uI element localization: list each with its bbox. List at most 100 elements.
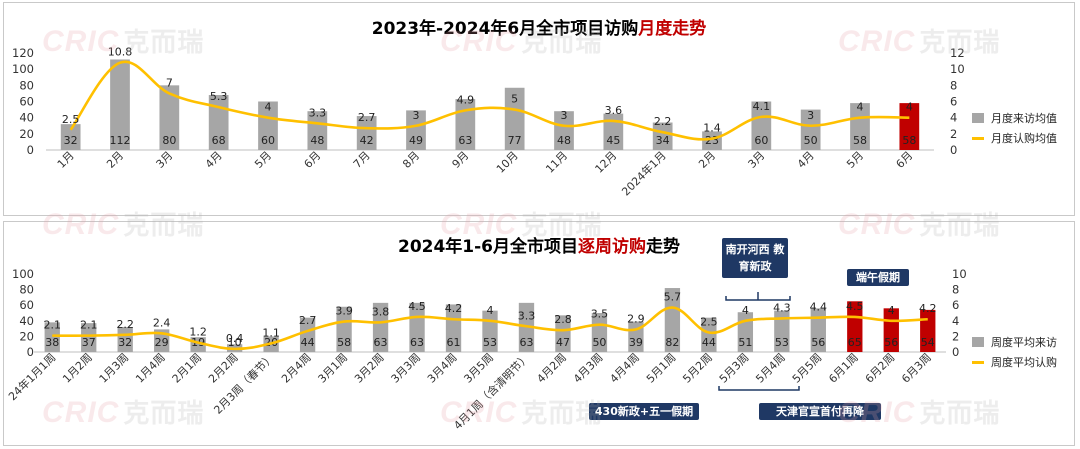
x-category-label: 2月1周 [170,351,205,386]
callout-may-text: 430新政+五一假期 [594,405,694,418]
weekly-chart-panel: 2024年1-6月全市项目逐周访购走势 0 20 40 60 80 100 0 2 4 6 8 10 3… [3,221,1075,446]
x-category-label: 12月 [593,149,620,176]
monthly-chart-title: 2023年-2024年6月全市项目访购月度走势 [4,14,1074,39]
x-category-label: 2月 [104,149,126,171]
bar [652,122,673,150]
weekly-chart-title: 2024年1-6月全市项目逐周访购走势 [4,232,1074,257]
line-value-label: 2.5 [700,316,718,329]
x-category-label: 3月 [154,149,176,171]
x-category-label: 6月1周 [826,351,861,386]
bar-value-label: 80 [162,134,176,147]
bar [409,302,425,352]
legend-line-swatch [972,360,984,364]
line-value-label: 2.7 [299,314,317,327]
y-right-tick-label: 4 [952,314,959,328]
line-value-label: 3.3 [518,309,536,322]
x-category-label: 5月 [252,149,274,171]
x-category-label: 11月 [543,149,570,176]
y-left-tick-label: 20 [19,329,34,343]
line-value-label: 3.3 [309,106,327,119]
bar-value-label: 53 [483,336,497,349]
x-category-label: 4月 [203,149,225,171]
line-value-label: 4 [906,101,913,114]
bar-value-label: 47 [556,336,570,349]
bar-value-label: 65 [848,336,862,349]
y-right-tick-label: 6 [950,95,957,109]
bar [60,124,81,150]
x-category-label: 4月3周 [571,351,606,386]
line-value-label: 2.9 [627,312,645,325]
bar-value-label: 10 [228,336,242,349]
x-category-label: 4月4周 [607,351,642,386]
y-right-tick-label: 2 [950,127,957,141]
bar [81,323,97,352]
x-category-label: 2月4周 [279,351,314,386]
legend-bar-swatch [972,337,984,347]
bar-value-label: 32 [64,134,78,147]
line-value-label: 2.2 [116,318,134,331]
weekly-title-tail: 走势 [646,237,681,257]
weekly-title-main: 2024年1-6月全市项目 [397,237,579,257]
line-value-label: 1.2 [189,326,207,339]
x-category-label: 6月 [894,149,916,171]
x-category-label: 6月3周 [899,351,934,386]
line-value-label: 4 [742,304,749,317]
line-value-label: 5 [511,93,518,106]
x-category-label: 1月3周 [97,351,132,386]
line-value-label: 2.7 [358,111,376,124]
subscription-line [69,60,910,141]
bar [883,308,899,352]
line-value-label: 4.2 [445,302,463,315]
bar [110,59,130,150]
bar [258,101,278,150]
line-value-label: 3 [413,109,420,122]
bar [336,306,352,352]
x-category-label: 3月3周 [389,351,424,386]
x-category-label: 3月 [746,149,768,171]
line-value-label: 2.1 [80,319,98,332]
bar-value-label: 77 [508,134,522,147]
legend-weekly-visits-label: 周度平均来访 [991,336,1057,349]
bar-value-label: 56 [811,336,825,349]
bar-value-label: 44 [702,336,716,349]
bar [800,109,821,150]
bar-value-label: 54 [921,336,935,349]
line-value-label: 4.3 [773,301,791,314]
legend-bar-swatch [972,113,984,123]
bar-value-label: 49 [409,134,423,147]
x-category-label: 5月 [844,149,866,171]
bar-value-label: 63 [374,336,388,349]
callout-dragon-boat-text: 端午假期 [856,271,900,284]
line-value-label: 4 [857,101,864,114]
bar [406,110,426,150]
x-category-label: 1月4周 [133,351,168,386]
line-value-label: 2.5 [62,113,80,126]
y-right-tick-label: 12 [950,46,965,60]
y-left-tick-label: 0 [27,345,34,359]
y-left-tick-label: 80 [19,78,34,92]
bar-value-label: 58 [902,134,916,147]
y-left-tick-label: 60 [19,298,34,312]
x-category-label: 3月1周 [316,351,351,386]
legend-item-weekly-subscriptions: 周度平均认购 [972,352,1057,372]
bar-value-label: 37 [82,336,96,349]
y-left-tick-label: 0 [27,143,34,157]
line-value-label: 7 [166,76,173,89]
bar [847,301,863,352]
x-category-label: 8月 [400,149,422,171]
x-category-label: 4月 [795,149,817,171]
x-category-label: 1月 [55,149,77,171]
legend-line-swatch [972,136,984,140]
y-left-tick-label: 120 [12,46,34,60]
bar-value-label: 58 [337,336,351,349]
line-value-label: 4 [888,304,895,317]
line-value-label: 4 [487,304,494,317]
line-value-label: 4.9 [457,93,475,106]
y-right-tick-label: 6 [952,298,959,312]
x-category-label: 5月1周 [644,351,679,386]
line-value-label: 0.4 [226,332,244,345]
x-category-label: 1月2周 [60,351,95,386]
bar-value-label: 51 [738,336,752,349]
y-left-tick-label: 40 [19,111,34,125]
